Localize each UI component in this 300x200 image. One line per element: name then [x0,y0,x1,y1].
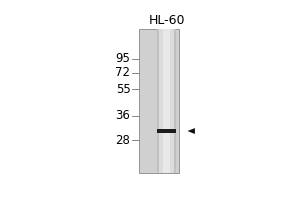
Bar [157,129,176,133]
Text: 36: 36 [116,109,130,122]
Bar [157,29,176,173]
Bar [159,29,174,173]
Text: 55: 55 [116,83,130,96]
Polygon shape [188,128,195,134]
Bar [139,29,179,173]
Text: 28: 28 [116,134,130,147]
Bar [163,29,170,173]
Text: 95: 95 [116,52,130,65]
Text: HL-60: HL-60 [148,14,185,27]
Text: 72: 72 [116,66,130,79]
